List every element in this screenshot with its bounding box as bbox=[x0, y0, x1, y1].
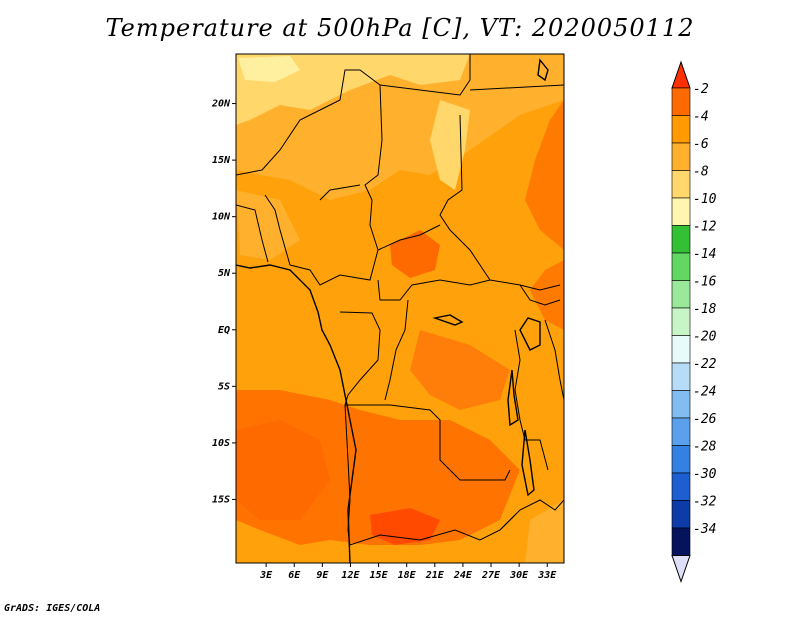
lat-tick-label: 10S bbox=[212, 438, 230, 449]
axes: 20N 15N 10N 5N EQ 5S 10S 15S 3E 6E 9E 12E 15E 18E 21E… bbox=[211, 53, 565, 581]
colorbar-label: -30 bbox=[693, 467, 717, 482]
contour-warm-central-2 bbox=[410, 330, 510, 410]
lon-tick-label: 21E bbox=[425, 570, 445, 581]
contour-warm-central bbox=[390, 230, 440, 278]
colorbar-swatch bbox=[671, 197, 691, 226]
lon-tick-label: 6E bbox=[288, 570, 301, 581]
lon-tick-label: 24E bbox=[453, 570, 473, 581]
lat-tick-label: 15N bbox=[212, 155, 231, 166]
lat-tick-label: 10N bbox=[212, 212, 231, 223]
colorbar-label: -32 bbox=[693, 495, 717, 510]
lon-tick-label: 3E bbox=[259, 570, 273, 581]
colorbar-swatch bbox=[671, 115, 691, 144]
lat-tick-label: 15S bbox=[212, 494, 230, 505]
colorbar-label: -14 bbox=[693, 247, 716, 262]
coastline-lakes bbox=[236, 58, 549, 563]
colorbar-label: -28 bbox=[693, 440, 717, 455]
contour-lightest-patch bbox=[238, 56, 300, 82]
colorbar-label: -20 bbox=[693, 330, 717, 345]
colorbar-swatch bbox=[671, 445, 691, 474]
lat-tick-label: 5N bbox=[218, 268, 231, 279]
contour-light-southeast bbox=[525, 500, 564, 563]
colorbar: -2 -4 -6 -8 -10 -12 -14 -16 -18 -20 -22 -24 -26 -28 -3… bbox=[671, 60, 717, 584]
colorbar-label: -24 bbox=[693, 385, 716, 400]
colorbar-label: -8 bbox=[693, 165, 709, 180]
temperature-field bbox=[236, 54, 564, 563]
colorbar-swatch bbox=[671, 500, 691, 529]
colorbar-swatch bbox=[671, 417, 691, 446]
colorbar-swatch bbox=[671, 335, 691, 364]
colorbar-label: -16 bbox=[693, 275, 717, 290]
colorbar-swatch bbox=[671, 252, 691, 281]
lon-tick-label: 27E bbox=[481, 570, 501, 581]
colorbar-swatch bbox=[671, 170, 691, 199]
page-title: Temperature at 500hPa [C], VT: 202005011… bbox=[105, 14, 695, 42]
colorbar-label: -34 bbox=[693, 522, 716, 537]
latitude-axis: 20N 15N 10N 5N EQ 5S 10S 15S bbox=[211, 99, 236, 505]
lon-tick-label: 12E bbox=[341, 570, 360, 581]
footer-credit: GrADS: IGES/COLA bbox=[4, 603, 101, 614]
lat-tick-label: 20N bbox=[211, 99, 231, 110]
colorbar-swatch bbox=[671, 87, 691, 116]
map-frame bbox=[235, 53, 565, 564]
contour-warm-sw bbox=[236, 420, 330, 520]
lon-tick-label: 33E bbox=[537, 570, 557, 581]
lat-tick-label: 5S bbox=[218, 381, 230, 392]
longitude-axis: 3E 6E 9E 12E 15E 18E 21E 24E 27E 30E 33E bbox=[259, 563, 557, 581]
colorbar-top-arrow bbox=[671, 60, 691, 89]
contour-warm-east bbox=[530, 260, 564, 330]
colorbar-label: -12 bbox=[693, 220, 717, 235]
colorbar-label: -26 bbox=[693, 412, 717, 427]
lon-tick-label: 9E bbox=[316, 570, 329, 581]
colorbar-swatch bbox=[671, 390, 691, 419]
colorbar-swatch bbox=[671, 362, 691, 391]
colorbar-label: -10 bbox=[693, 192, 717, 207]
lon-tick-label: 30E bbox=[509, 570, 529, 581]
colorbar-label: -18 bbox=[693, 302, 717, 317]
colorbar-swatch bbox=[671, 527, 691, 556]
lat-tick-label: EQ bbox=[218, 325, 230, 336]
colorbar-swatch bbox=[671, 225, 691, 254]
lon-tick-label: 15E bbox=[370, 570, 389, 581]
colorbar-label: -22 bbox=[693, 357, 717, 372]
colorbar-swatch bbox=[671, 307, 691, 336]
colorbar-swatch bbox=[671, 280, 691, 309]
colorbar-swatch bbox=[671, 472, 691, 501]
colorbar-label: -2 bbox=[693, 82, 709, 97]
colorbar-label: -4 bbox=[693, 110, 709, 125]
country-borders bbox=[236, 54, 564, 546]
contour-warm-northeast bbox=[525, 100, 564, 250]
colorbar-swatch bbox=[671, 142, 691, 171]
colorbar-bottom-arrow bbox=[671, 555, 691, 584]
lon-tick-label: 18E bbox=[398, 570, 417, 581]
colorbar-label: -6 bbox=[693, 137, 709, 152]
